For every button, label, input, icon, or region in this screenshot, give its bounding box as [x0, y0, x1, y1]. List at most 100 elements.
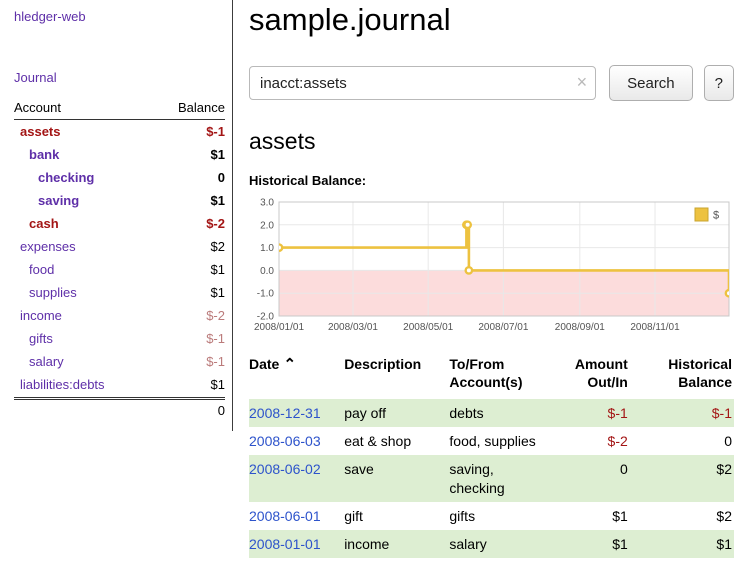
search-field-wrap: ×: [249, 66, 597, 100]
account-balance: $1: [210, 193, 225, 208]
sort-ascending-icon: ⌃: [279, 356, 297, 373]
register-row: 2008-06-02 save saving, checking 0 $2: [249, 455, 734, 502]
accounts-cell: salary: [449, 535, 487, 552]
amount-cell: $-2: [607, 433, 628, 450]
account-balance: 0: [217, 170, 225, 185]
svg-text:2008/05/01: 2008/05/01: [403, 322, 453, 333]
account-link[interactable]: gifts: [29, 331, 53, 346]
account-row: supplies $1: [14, 281, 225, 304]
register-column-header: Historical Balance: [668, 356, 732, 391]
svg-text:1.0: 1.0: [260, 243, 274, 254]
register-column-header: Description: [344, 356, 422, 372]
date-link[interactable]: 2008-06-01: [249, 507, 321, 524]
register-row: 2008-06-01 gift gifts $1 $2: [249, 502, 734, 530]
account-row: salary $-1: [14, 350, 225, 373]
account-row: food $1: [14, 258, 225, 281]
svg-text:-2.0: -2.0: [257, 312, 275, 323]
sidebar: hledger-web Journal Account Balance asse…: [0, 0, 233, 431]
amount-cell: 0: [619, 461, 628, 478]
account-row: saving $1: [14, 189, 225, 212]
register-row: 2008-12-31 pay off debts $-1 $-1: [249, 398, 734, 428]
account-link[interactable]: bank: [29, 147, 60, 162]
account-balance: $-2: [206, 308, 225, 323]
account-link[interactable]: assets: [20, 124, 61, 139]
amount-cell: $1: [612, 535, 628, 552]
account-row: assets $-1: [14, 120, 225, 143]
svg-text:-1.0: -1.0: [257, 289, 275, 300]
date-link[interactable]: 2008-01-01: [249, 535, 321, 552]
account-link[interactable]: food: [29, 262, 55, 277]
sidebar-item-journal[interactable]: Journal: [14, 70, 57, 85]
account-link[interactable]: checking: [38, 170, 95, 185]
balance-cell: $2: [716, 507, 732, 524]
account-balance: $1: [210, 285, 225, 300]
register-header-row: Date ⌃ Description To/From Account(s) Amount…: [249, 353, 734, 399]
register-column-header: Amount Out/In: [574, 356, 628, 391]
balance-cell: $1: [716, 535, 732, 552]
account-balance: $-1: [206, 331, 225, 346]
brand-link[interactable]: hledger-web: [14, 9, 86, 24]
date-link[interactable]: 2008-06-03: [249, 433, 321, 450]
svg-text:2008/07/01: 2008/07/01: [478, 322, 528, 333]
account-link[interactable]: cash: [29, 216, 59, 231]
svg-text:2008/11/01: 2008/11/01: [630, 322, 680, 333]
main-content: sample.journal × Search ? assets Histori…: [233, 0, 742, 570]
amount-cell: $1: [612, 507, 628, 524]
balance-cell: $-1: [711, 404, 732, 421]
svg-text:$: $: [713, 210, 719, 222]
account-row: income $-2: [14, 304, 225, 327]
account-balance: $1: [210, 377, 225, 392]
register-column-header: To/From Account(s): [449, 356, 523, 391]
balance-cell: $2: [716, 461, 732, 478]
date-link[interactable]: 2008-06-02: [249, 461, 321, 478]
svg-text:2008/03/01: 2008/03/01: [328, 322, 378, 333]
svg-text:2.0: 2.0: [260, 220, 274, 231]
description-cell: eat & shop: [344, 433, 412, 450]
search-button[interactable]: Search: [609, 65, 693, 101]
account-heading: assets: [249, 128, 316, 154]
description-cell: save: [344, 461, 374, 478]
description-cell: gift: [344, 507, 363, 524]
chart-title: Historical Balance:: [249, 173, 367, 188]
account-link[interactable]: income: [20, 308, 62, 323]
description-cell: income: [344, 535, 390, 552]
register-column-header[interactable]: Date ⌃: [249, 356, 297, 373]
accounts-table: Account Balance assets $-1 bank $1 checking 0…: [14, 100, 225, 421]
accounts-cell: gifts: [449, 507, 476, 524]
account-balance: $-1: [206, 354, 225, 369]
page-title: sample.journal: [249, 2, 451, 37]
account-balance: $2: [210, 239, 225, 254]
register-row: 2008-01-01 income salary $1 $1: [249, 529, 734, 559]
page: hledger-web Journal Account Balance asse…: [0, 0, 742, 570]
register-body: 2008-12-31 pay off debts $-1 $-1 2008-06-03 ea…: [249, 398, 734, 559]
account-balance: $1: [210, 262, 225, 277]
svg-text:2008/09/01: 2008/09/01: [555, 322, 605, 333]
date-link[interactable]: 2008-12-31: [249, 404, 321, 421]
account-link[interactable]: expenses: [20, 239, 76, 254]
account-row: cash $-2: [14, 212, 225, 235]
balance-cell: 0: [724, 433, 732, 450]
account-link[interactable]: salary: [29, 354, 64, 369]
accounts-header-account: Account: [14, 100, 61, 115]
account-row: expenses $2: [14, 235, 225, 258]
svg-text:0.0: 0.0: [260, 266, 274, 277]
clear-search-icon[interactable]: ×: [576, 72, 588, 92]
account-balance: $-1: [206, 124, 225, 139]
account-link[interactable]: liabilities:debts: [20, 377, 105, 392]
accounts-cell: saving, checking: [449, 461, 505, 496]
amount-cell: $-1: [607, 404, 628, 421]
accounts-header-balance: Balance: [178, 100, 225, 115]
account-link[interactable]: supplies: [29, 285, 77, 300]
chart-legend: $: [694, 207, 719, 222]
account-row: liabilities:debts $1: [14, 373, 225, 396]
search-input[interactable]: [249, 66, 597, 100]
description-cell: pay off: [344, 404, 386, 421]
accounts-cell: food, supplies: [449, 433, 536, 450]
account-row: bank $1: [14, 143, 225, 166]
accounts-table-header: Account Balance: [14, 100, 225, 120]
account-balance: $1: [210, 147, 225, 162]
account-link[interactable]: saving: [38, 193, 80, 208]
help-button[interactable]: ?: [703, 65, 734, 101]
search-form: × Search ?: [249, 65, 734, 101]
